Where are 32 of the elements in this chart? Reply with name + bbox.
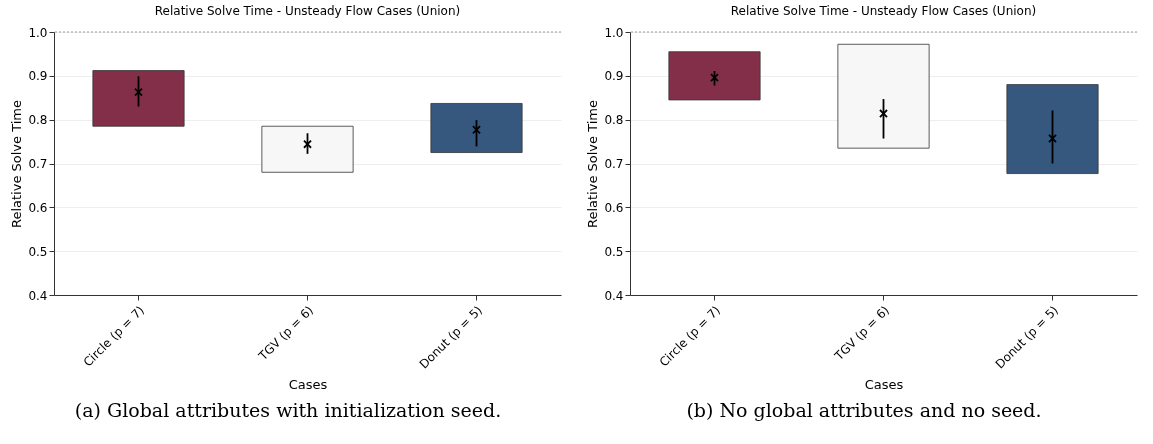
point	[878, 109, 888, 118]
y-axis-title: Relative Solve Time	[8, 99, 24, 229]
x-axis-title: Cases	[864, 376, 904, 392]
y-tick-label: 0.7	[27, 157, 47, 171]
bar	[667, 51, 761, 101]
x-axis-title: Cases	[288, 376, 328, 392]
point	[709, 73, 719, 83]
chart-title: Relative Solve Time - Unsteady Flow Cases (Union)	[730, 4, 1036, 18]
y-tick-label: 0.6	[603, 200, 623, 215]
text: (b) No global attributes and no seed.	[686, 399, 1042, 421]
y-tick-label: 0.9	[603, 69, 623, 84]
bar	[429, 103, 523, 153]
y-tick-label: 0.4	[27, 288, 47, 303]
point	[302, 139, 312, 149]
y-tick-label: 0.6	[27, 200, 47, 215]
y-axis-title: Relative Solve Time	[584, 99, 600, 229]
point	[133, 87, 143, 97]
y-tick-label: 1.0	[603, 25, 623, 40]
point	[471, 125, 481, 135]
point	[1047, 134, 1057, 143]
bar	[1005, 84, 1099, 174]
y-tick-label: 0.8	[27, 113, 47, 128]
text: (a) Global attributes with initialization seed.	[74, 399, 502, 421]
chart-title: Relative Solve Time - Unsteady Flow Cases (Union)	[154, 4, 460, 18]
y-tick-label: 0.9	[27, 69, 47, 84]
y-tick-label: 0.5	[603, 244, 623, 259]
y-tick-label: 0.7	[603, 157, 623, 171]
y-tick-label: 0.4	[603, 288, 623, 303]
y-tick-label: 1.0	[27, 25, 47, 40]
y-tick-label: 0.8	[603, 113, 623, 128]
bar	[91, 70, 185, 127]
y-tick-label: 0.5	[27, 244, 47, 259]
